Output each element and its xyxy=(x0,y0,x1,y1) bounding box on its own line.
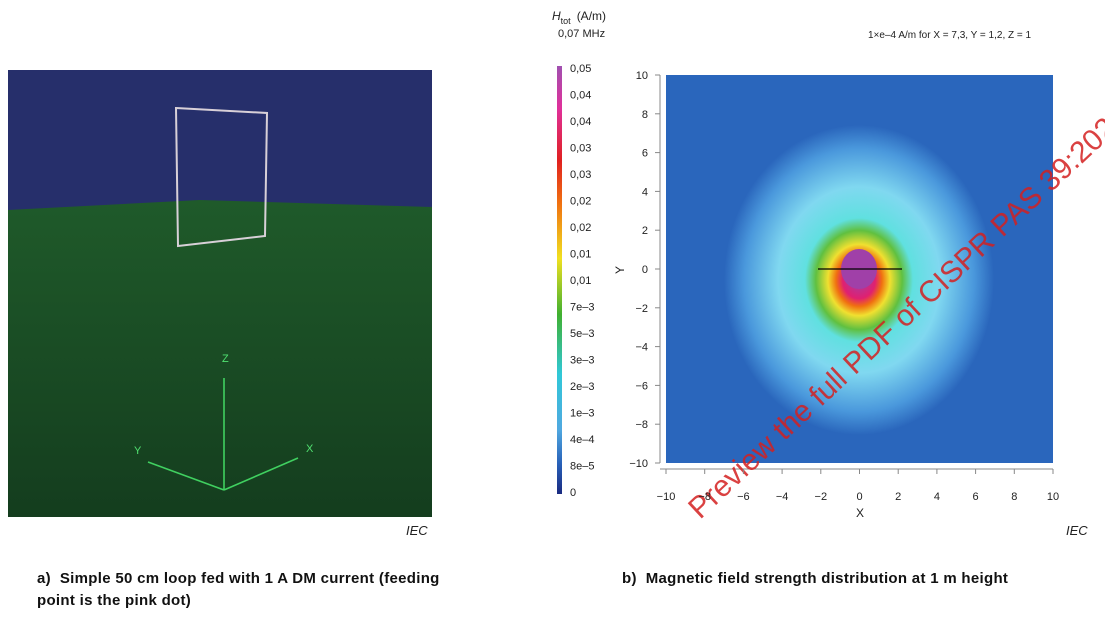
unit: (A/m) xyxy=(577,9,606,23)
x-tick-label: 6 xyxy=(973,491,979,503)
y-tick-label: 10 xyxy=(636,70,648,82)
colorbar-label: 0,03 xyxy=(570,143,591,155)
subscript: tot xyxy=(561,16,572,26)
colorbar-label: 5e–3 xyxy=(570,328,594,340)
caption-text: Magnetic field strength distribution at … xyxy=(646,570,1009,587)
frequency: 0,07 MHz xyxy=(558,28,605,40)
x-tick-label: −8 xyxy=(698,491,711,503)
x-tick-label: −10 xyxy=(657,491,676,503)
colorbar-label: 2e–3 xyxy=(570,381,594,393)
colorbar-label: 0,02 xyxy=(570,196,591,208)
y-tick-label: −6 xyxy=(635,380,648,392)
figure: Z X Y IEC Htot (A/m) 0,07 MHz 1×e–4 A/m f… xyxy=(0,0,1105,624)
colorbar-label: 0,04 xyxy=(570,90,591,102)
x-tick-label: −6 xyxy=(737,491,750,503)
colorbar-label: 0,03 xyxy=(570,169,591,181)
caption-label: a) xyxy=(37,570,51,587)
caption-text: Simple 50 cm loop fed with 1 A DM curren… xyxy=(37,570,440,609)
x-label: X xyxy=(856,506,864,520)
y-tick-label: −4 xyxy=(635,342,648,354)
caption-b: b) Magnetic field strength distribution … xyxy=(622,568,1092,590)
y-tick-label: 6 xyxy=(642,148,648,160)
caption-label: b) xyxy=(622,570,637,587)
colorbar-label: 0,01 xyxy=(570,249,591,261)
colorbar-label: 7e–3 xyxy=(570,302,594,314)
colorbar-label: 0,05 xyxy=(570,63,591,75)
colorbar-label: 1e–3 xyxy=(570,408,594,420)
y-tick-label: 2 xyxy=(642,225,648,237)
colorbar-label: 0,01 xyxy=(570,275,591,287)
figure-page: Z X Y IEC Htot (A/m) 0,07 MHz 1×e–4 A/m f… xyxy=(0,0,1105,624)
x-tick-label: −4 xyxy=(776,491,789,503)
y-tick-label: −2 xyxy=(635,303,648,315)
x-tick-label: 2 xyxy=(895,491,901,503)
symbol: H xyxy=(552,9,561,23)
colorbar-label: 0,02 xyxy=(570,222,591,234)
colorbar-label: 8e–5 xyxy=(570,461,594,473)
caption-a: a) Simple 50 cm loop fed with 1 A DM cur… xyxy=(37,568,477,612)
y-tick-label: 0 xyxy=(642,264,648,276)
y-tick-label: −10 xyxy=(629,458,648,470)
x-tick-label: 0 xyxy=(856,491,862,503)
y-tick-label: 4 xyxy=(642,186,648,198)
y-tick-label: 8 xyxy=(642,109,648,121)
y-tick-label: −8 xyxy=(635,419,648,431)
x-tick-label: 4 xyxy=(934,491,940,503)
colorbar-label: 0 xyxy=(570,487,576,499)
credit: IEC xyxy=(1066,523,1088,538)
y-label: Y xyxy=(613,266,627,274)
colorbar xyxy=(557,66,562,494)
ground xyxy=(8,200,432,517)
colorbar-label: 3e–3 xyxy=(570,355,594,367)
colorbar-label: 4e–4 xyxy=(570,434,594,446)
axis-label-3d: Z xyxy=(222,353,229,365)
colorbar-title: Htot (A/m) xyxy=(552,9,606,26)
axis-label-3d: X xyxy=(306,443,314,455)
annotation: 1×e–4 A/m for X = 7,3, Y = 1,2, Z = 1 xyxy=(868,30,1032,41)
credit: IEC xyxy=(406,523,428,538)
axis-label-3d: Y xyxy=(134,445,142,457)
x-tick-label: 10 xyxy=(1047,491,1059,503)
colorbar-label: 0,04 xyxy=(570,116,591,128)
x-tick-label: −2 xyxy=(815,491,828,503)
x-tick-label: 8 xyxy=(1011,491,1017,503)
